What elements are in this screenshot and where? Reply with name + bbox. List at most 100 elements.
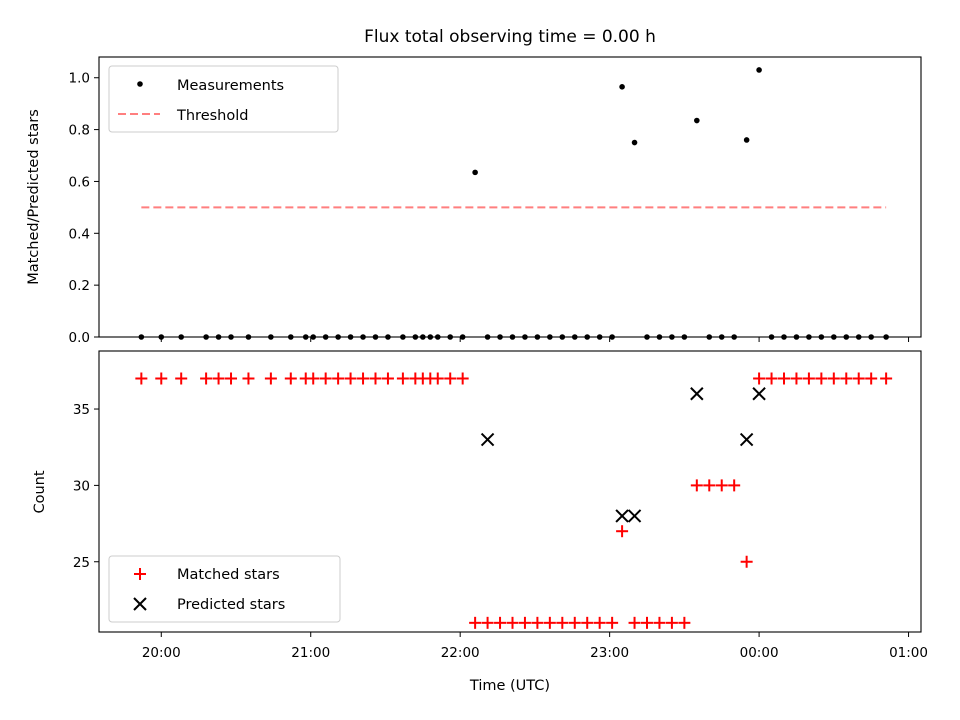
time-x-tick-label: 22:00: [441, 645, 480, 661]
matched-star-point: [357, 372, 370, 385]
measurement-point: [245, 334, 252, 340]
matched-star-point: [593, 616, 606, 629]
measurement-point: [534, 334, 541, 340]
count-y-tick-label: 35: [73, 402, 90, 418]
measurement-point: [731, 334, 737, 340]
matched-star-point: [469, 616, 482, 629]
matched-star-point: [568, 616, 581, 629]
time-x-tick-label: 20:00: [142, 645, 181, 661]
predicted-star-stroke: [627, 509, 642, 523]
measurement-point: [459, 334, 466, 340]
measurement-point: [559, 334, 566, 340]
measurement-point: [447, 334, 454, 340]
matched-star-point: [307, 372, 320, 385]
legend-predicted-marker: [133, 597, 147, 611]
measurement-point: [335, 334, 341, 340]
measurement-point: [706, 334, 713, 340]
ratio-y-tick-label: 0.6: [69, 174, 90, 190]
count-y-axis: 25 30 35: [73, 402, 99, 571]
count-y-tick-label: 25: [73, 555, 90, 571]
matched-star-point: [628, 616, 641, 629]
matched-star-point: [135, 372, 148, 385]
chart-title: Flux total observing time = 0.00 h: [364, 27, 656, 47]
predicted-star-point: [752, 387, 766, 401]
legend-measurements-marker: [137, 81, 143, 87]
matched-star-point: [728, 479, 741, 492]
measurement-point: [522, 334, 528, 340]
measurement-point: [268, 334, 274, 340]
ratio-panel: 0.0 0.2 0.4 0.6 0.8 1.0 Matched/Predicted sta…: [26, 56, 922, 346]
measurement-point: [756, 67, 762, 73]
predicted-star-stroke: [480, 432, 495, 447]
matched-star-point: [431, 372, 444, 385]
matched-star-point: [802, 372, 815, 385]
time-x-tick-label: 01:00: [889, 645, 928, 661]
ratio-y-label: Matched/Predicted stars: [26, 109, 42, 285]
matched-star-point: [242, 372, 255, 385]
measurement-point: [644, 334, 650, 340]
predicted-star-stroke: [739, 432, 754, 447]
matched-star-point: [790, 372, 803, 385]
measurement-point: [855, 334, 862, 340]
ratio-y-tick-label: 0.2: [69, 278, 90, 294]
time-x-tick-label: 23:00: [590, 645, 629, 661]
measurement-point: [434, 334, 441, 340]
measurement-point: [831, 334, 837, 340]
measurement-point: [322, 334, 329, 340]
ratio-y-axis: 0.0 0.2 0.4 0.6 0.8 1.0: [69, 71, 99, 346]
measurement-point: [372, 334, 379, 340]
measurement-point: [883, 334, 889, 340]
measurement-point: [310, 334, 317, 340]
matched-star-point: [344, 372, 357, 385]
predicted-star-point: [690, 387, 704, 401]
matched-star-point: [212, 372, 225, 385]
ratio-legend-box: [108, 65, 339, 133]
measurement-point: [472, 169, 478, 176]
count-y-tick-label: 30: [73, 478, 90, 494]
matched-star-point: [518, 616, 531, 629]
matched-star-point: [494, 616, 507, 629]
matched-star-point: [753, 372, 766, 385]
count-panel: 25 30 35 20:00 21:00 22:00 23:00 00:00 01:00 Co…: [32, 350, 928, 694]
ratio-legend: Measurements Threshold: [108, 65, 339, 133]
matched-star-point: [481, 616, 494, 629]
measurement-point: [681, 334, 688, 340]
matched-star-point: [531, 616, 544, 629]
matched-star-point: [332, 372, 345, 385]
matched-star-point: [616, 525, 629, 538]
measurement-point: [347, 334, 354, 340]
measurement-point: [288, 334, 294, 340]
predicted-star-point: [480, 432, 495, 447]
measurement-point: [806, 334, 812, 340]
matched-star-point: [880, 372, 893, 385]
matched-star-point: [155, 372, 168, 385]
count-y-label: Count: [32, 470, 48, 513]
legend-predicted-label: Predicted stars: [177, 597, 285, 613]
matched-star-point: [606, 616, 619, 629]
time-x-tick-label: 00:00: [740, 645, 779, 661]
measurement-point: [609, 334, 615, 340]
ratio-y-tick-label: 0.8: [69, 123, 90, 139]
matched-star-point: [506, 616, 519, 629]
matched-star-point: [653, 616, 666, 629]
count-points: [135, 372, 893, 629]
measurement-point: [228, 334, 234, 340]
measurement-point: [571, 334, 578, 340]
predicted-star-stroke: [752, 387, 766, 401]
matched-star-point: [690, 479, 703, 492]
matched-star-point: [678, 616, 691, 629]
matched-star-point: [740, 555, 753, 568]
matched-star-point: [852, 372, 865, 385]
measurement-point: [781, 334, 787, 340]
measurement-point: [669, 334, 675, 340]
measurement-point: [400, 334, 406, 340]
matched-star-point: [225, 372, 238, 385]
matched-star-point: [840, 372, 853, 385]
matched-star-point: [765, 372, 778, 385]
matched-star-point: [556, 616, 569, 629]
time-x-axis: 20:00 21:00 22:00 23:00 00:00 01:00: [142, 632, 928, 661]
measurement-point: [427, 334, 434, 340]
ratio-y-tick-label: 0.0: [69, 330, 90, 346]
measurement-points: [138, 67, 889, 340]
measurement-point: [138, 334, 145, 340]
